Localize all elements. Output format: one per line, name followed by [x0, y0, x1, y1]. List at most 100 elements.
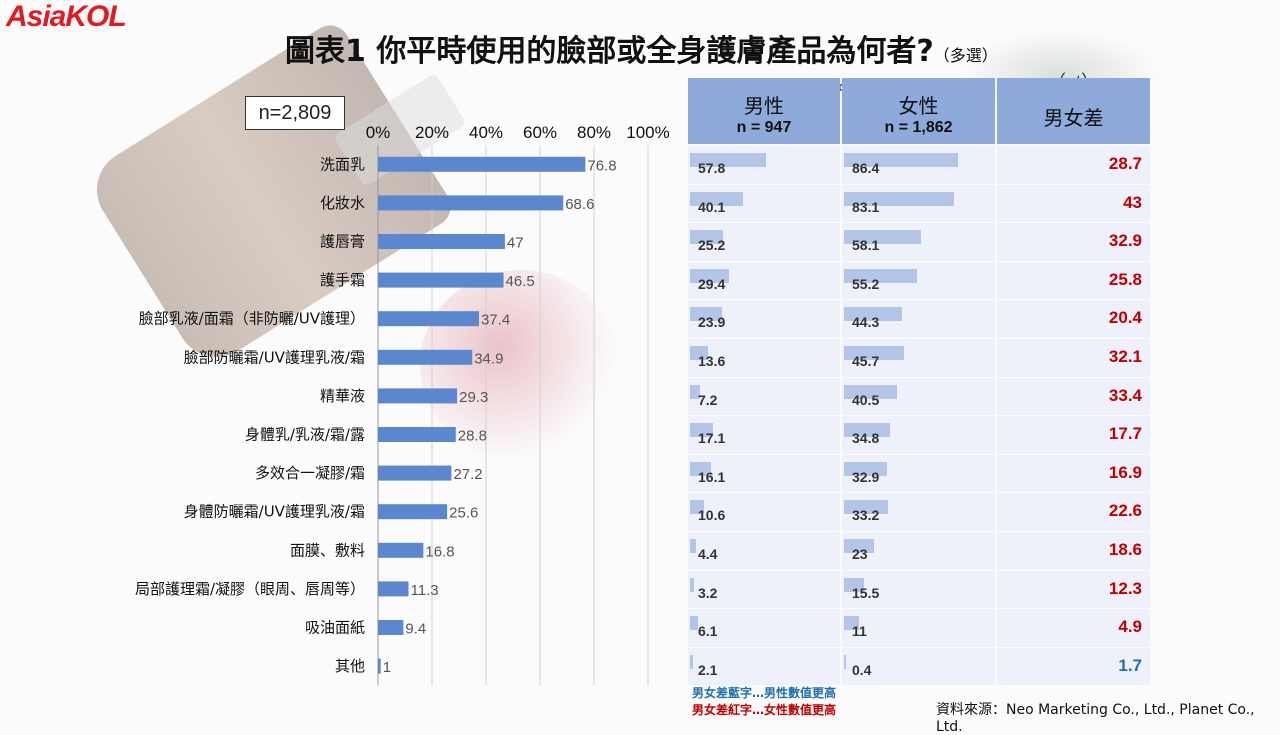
female-header-label: 女性 — [898, 94, 939, 118]
female-cell: 34.8 — [842, 416, 995, 454]
value-bar — [690, 654, 693, 669]
bar-value-label: 46.5 — [506, 273, 535, 290]
male-header-label: 男性 — [744, 94, 784, 118]
value-text: 13.6 — [698, 353, 726, 369]
bar-value-label: 1 — [383, 659, 391, 676]
value-bar — [690, 500, 704, 515]
value-text: 11 — [852, 623, 867, 640]
value-bar — [844, 539, 875, 553]
category-label: 護唇膏 — [320, 233, 365, 251]
x-tick-label: 0% — [366, 123, 391, 142]
x-tick-label: 40% — [469, 123, 503, 142]
x-tick-label: 80% — [577, 123, 611, 142]
female-cell: 0.4 — [842, 647, 995, 686]
value-text: 32.9 — [852, 468, 880, 485]
value-text: 44.3 — [852, 314, 880, 331]
bar — [378, 542, 424, 558]
value-bar — [844, 268, 917, 283]
difference-value: 12.3 — [1108, 578, 1142, 598]
female-cell: 33.2 — [842, 493, 995, 531]
bar-value-label: 25.6 — [449, 505, 478, 522]
difference-cell: 32.9 — [997, 223, 1150, 261]
bar-value-label: 37.4 — [481, 312, 510, 329]
difference-cell: 1.7 — [997, 647, 1150, 686]
value-bar — [690, 153, 767, 167]
value-text: 4.4 — [698, 546, 718, 562]
bar — [378, 620, 404, 635]
male-header: 男性 n = 947 — [688, 78, 840, 144]
difference-cell: 33.4 — [997, 377, 1150, 416]
male-cell: 3.2 — [688, 570, 840, 609]
table-row: 13.6 45.7 32.1 — [688, 339, 1150, 378]
value-bar — [690, 616, 699, 631]
bar — [378, 504, 448, 520]
sample-size-box: n=2,809 — [245, 96, 345, 130]
difference-value: 43 — [1123, 192, 1142, 212]
value-bar — [690, 384, 700, 399]
value-text: 55.2 — [852, 275, 880, 292]
male-cell: 17.1 — [688, 416, 840, 454]
female-cell: 45.7 — [842, 339, 995, 377]
female-cell: 55.2 — [842, 261, 995, 300]
value-bar — [690, 191, 743, 206]
bar — [378, 658, 381, 674]
value-bar — [844, 191, 954, 206]
difference-value: 33.4 — [1108, 385, 1142, 405]
value-text: 29.4 — [698, 275, 726, 292]
category-label: 洗面乳 — [320, 155, 365, 173]
difference-cell: 22.6 — [997, 493, 1150, 531]
bar-value-label: 9.4 — [405, 621, 426, 638]
chart-grid — [377, 145, 649, 686]
value-bar — [690, 539, 696, 553]
male-cell: 2.1 — [688, 647, 840, 686]
difference-value: 1.7 — [1118, 655, 1142, 675]
difference-cell: 20.4 — [997, 300, 1150, 338]
value-text: 6.1 — [698, 623, 718, 640]
value-text: 10.6 — [698, 507, 726, 524]
value-text: 40.1 — [698, 198, 726, 215]
table-row: 4.4 23 18.6 — [688, 532, 1150, 571]
male-cell: 16.1 — [688, 454, 840, 493]
bar — [378, 195, 564, 211]
male-cell: 13.6 — [688, 339, 840, 377]
difference-cell: 16.9 — [997, 454, 1150, 493]
table-row: 3.2 15.5 12.3 — [688, 570, 1150, 610]
male-cell: 29.4 — [688, 261, 840, 300]
title-subtext: （多選） — [933, 46, 998, 65]
bar-value-label: 47 — [507, 235, 524, 252]
female-cell: 86.4 — [842, 146, 995, 184]
bar — [378, 156, 586, 172]
table-row: 57.8 86.4 28.7 — [688, 146, 1150, 185]
value-text: 83.1 — [852, 198, 880, 215]
chart-bars: 洗面乳 76.8 化妝水 68.6 護唇膏 47 護手霜 46.5 臉部乳液/面霜（非防曬/UV… — [135, 155, 617, 676]
category-label: 局部護理霜/凝膠（眼周、唇周等） — [135, 580, 365, 598]
value-text: 86.4 — [852, 160, 880, 176]
bar-value-label: 11.3 — [411, 582, 439, 599]
value-text: 17.1 — [698, 430, 726, 447]
female-cell: 23 — [842, 532, 995, 570]
value-bar — [844, 461, 888, 476]
difference-value: 18.6 — [1108, 540, 1142, 559]
value-text: 25.2 — [698, 237, 726, 254]
x-tick-label: 20% — [415, 123, 449, 142]
difference-cell: 28.7 — [997, 146, 1150, 184]
legend-note-male: 男女差藍字…男性數值更高 — [692, 686, 837, 700]
difference-value: 25.8 — [1108, 269, 1142, 289]
value-bar — [844, 230, 921, 245]
bar — [378, 234, 505, 249]
category-label: 吸油面紙 — [305, 619, 365, 637]
female-cell: 11 — [842, 609, 995, 647]
bar — [378, 581, 409, 597]
difference-value: 32.9 — [1108, 231, 1142, 251]
value-bar — [690, 423, 713, 438]
x-tick-label: 60% — [523, 123, 557, 142]
value-text: 33.2 — [852, 507, 880, 524]
bar-value-label: 76.8 — [587, 157, 616, 174]
bar-value-label: 68.6 — [565, 196, 594, 213]
category-label: 臉部防曬霜/UV護理乳液/霜 — [184, 348, 365, 366]
x-axis-ticks: 0% 20% 40% 60% 80% 100% — [366, 123, 670, 142]
category-label: 護手霜 — [320, 271, 365, 289]
category-label: 精華液 — [320, 387, 365, 405]
female-header: 女性 n = 1,862 — [842, 78, 995, 144]
bar-value-label: 27.2 — [453, 466, 482, 483]
